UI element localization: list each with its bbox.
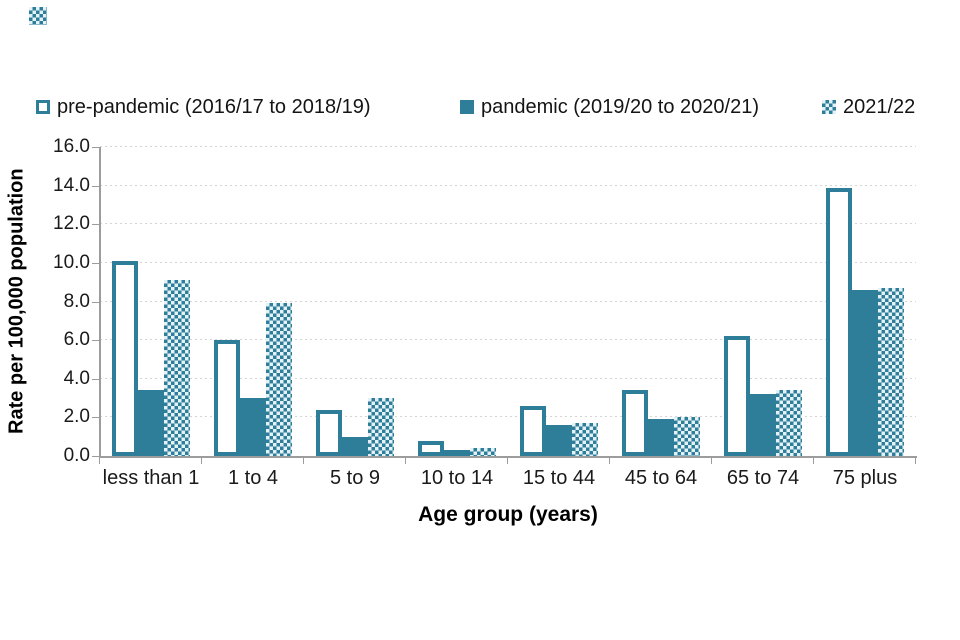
bar-solid <box>240 398 266 456</box>
bar-checkered <box>266 303 292 456</box>
bar-outlined <box>622 390 648 456</box>
legend-item: 2021/22 <box>822 94 915 120</box>
x-tick-label: 75 plus <box>832 467 898 489</box>
x-axis-tick <box>99 458 100 464</box>
chart-legend: pre-pandemic (2016/17 to 2018/19) pandemi… <box>0 94 960 124</box>
bar-checkered <box>470 448 496 456</box>
legend-label: pre-pandemic (2016/17 to 2018/19) <box>57 95 371 118</box>
y-axis-tick <box>92 456 99 457</box>
x-axis-tick <box>711 458 712 464</box>
gridline <box>100 223 916 225</box>
bar-group <box>610 147 712 456</box>
bar-checkered <box>776 390 802 456</box>
y-axis-tick <box>92 378 99 380</box>
bar-group <box>508 147 610 456</box>
gridline <box>100 339 916 341</box>
bar-outlined <box>826 187 852 456</box>
x-axis-tick <box>813 458 814 464</box>
y-axis-tick <box>92 185 99 187</box>
bar-solid <box>852 289 878 456</box>
x-tick-label: less than 1 <box>102 467 200 489</box>
x-axis-tick <box>201 458 202 464</box>
gridline <box>100 416 916 418</box>
bar-checkered <box>572 423 598 456</box>
x-axis-line <box>99 456 917 458</box>
x-tick-label: 65 to 74 <box>726 467 800 489</box>
bar-group <box>100 147 202 456</box>
bar-group <box>814 147 916 456</box>
y-tick-label: 16.0 <box>53 136 90 157</box>
x-tick-label: 15 to 44 <box>522 467 596 489</box>
y-axis-line <box>99 147 101 458</box>
y-tick-label: 2.0 <box>63 406 90 428</box>
bar-solid <box>750 394 776 456</box>
x-axis-tick <box>609 458 610 464</box>
x-tick-label: 1 to 4 <box>227 467 279 489</box>
outlined-square-swatch-icon <box>36 100 50 114</box>
bar-checkered <box>674 417 700 456</box>
y-axis-tick <box>92 224 99 226</box>
bar-group <box>202 147 304 456</box>
y-tick-label: 6.0 <box>63 329 90 351</box>
x-axis-title: Age group (years) <box>418 503 598 526</box>
gridline <box>100 261 916 263</box>
bar-group <box>712 147 814 456</box>
x-tick-label: 10 to 14 <box>420 467 494 489</box>
x-axis-tick-labels: less than 1 1 to 4 5 to 9 10 to 14 15 to 44 4… <box>100 466 916 522</box>
gridline <box>100 184 916 186</box>
x-tick-label: 45 to 64 <box>624 467 698 489</box>
x-axis-tick <box>915 458 916 464</box>
x-axis-tick <box>303 458 304 464</box>
y-axis-tick <box>92 147 99 148</box>
bar-solid <box>648 419 674 456</box>
y-axis-tick <box>92 262 99 264</box>
bar-solid <box>444 450 470 456</box>
bar-checkered <box>878 287 904 456</box>
x-axis-tick <box>405 458 406 464</box>
y-tick-label: 4.0 <box>63 367 90 389</box>
y-axis-title: Rate per 100,000 population <box>5 168 28 434</box>
y-tick-label: 10.0 <box>53 251 90 273</box>
y-axis-tick-labels: 0.0 2.0 4.0 6.0 8.0 10.0 12.0 14.0 16.0 <box>30 136 90 466</box>
x-axis-tick <box>507 458 508 464</box>
solid-square-swatch-icon <box>460 100 474 114</box>
bar-outlined <box>520 405 546 456</box>
bar-checkered <box>164 280 190 456</box>
bar-solid <box>546 425 572 456</box>
gridline <box>100 377 916 379</box>
bar-solid <box>342 436 368 456</box>
y-tick-label: 8.0 <box>63 290 90 312</box>
x-tick-label: 5 to 9 <box>329 467 381 489</box>
y-axis-tick <box>92 340 99 342</box>
bar-outlined <box>316 409 342 456</box>
y-axis-tick <box>92 417 99 419</box>
legend-label: 2021/22 <box>843 95 916 118</box>
y-axis-tick <box>92 301 99 303</box>
bar-outlined <box>418 440 444 456</box>
checkered-square-swatch-icon <box>822 100 836 114</box>
bar-checkered <box>368 398 394 456</box>
legend-item: pandemic (2019/20 to 2020/21) <box>460 94 759 120</box>
bar-group <box>406 147 508 456</box>
corner-checkered-swatch-icon <box>29 7 47 25</box>
y-tick-label: 14.0 <box>53 174 90 196</box>
y-tick-label: 12.0 <box>53 213 90 235</box>
bar-group <box>304 147 406 456</box>
legend-item: pre-pandemic (2016/17 to 2018/19) <box>36 94 371 120</box>
gridline <box>100 146 916 147</box>
gridline <box>100 300 916 302</box>
bar-outlined <box>112 260 138 456</box>
bar-outlined <box>724 336 750 456</box>
bar-outlined <box>214 340 240 456</box>
plot-area <box>100 146 916 456</box>
legend-label: pandemic (2019/20 to 2020/21) <box>481 95 759 118</box>
bar-solid <box>138 390 164 456</box>
y-tick-label: 0.0 <box>63 445 90 466</box>
